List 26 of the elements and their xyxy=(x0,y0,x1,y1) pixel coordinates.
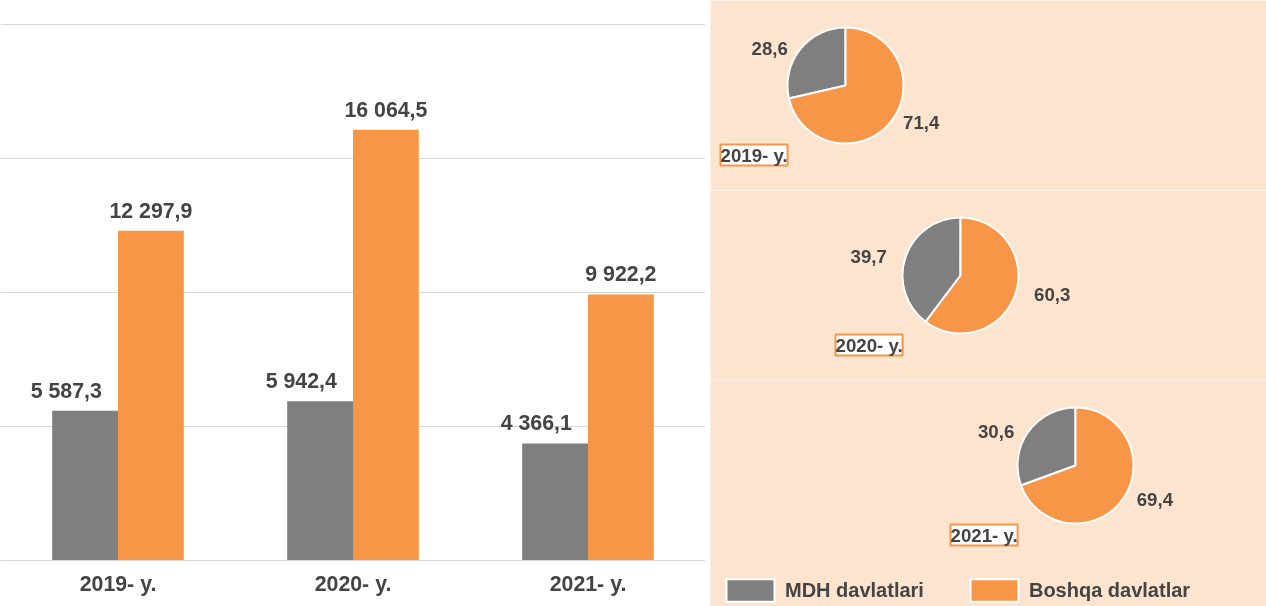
bar xyxy=(522,443,588,561)
data-label: 60,3 xyxy=(1034,283,1071,305)
bar xyxy=(118,230,184,561)
bar xyxy=(287,401,353,561)
data-label: 39,7 xyxy=(850,246,887,268)
legend-label: Boshqa davlatlar xyxy=(1028,578,1191,602)
x-tick-label: 2020- y. xyxy=(314,571,392,596)
data-label: 16 064,5 xyxy=(344,97,428,122)
text: 2019- y. xyxy=(720,144,788,166)
x-tick-label: 2021- y. xyxy=(549,571,627,596)
bar xyxy=(353,129,419,561)
data-label: 28,6 xyxy=(751,38,788,60)
data-label: 4 366,1 xyxy=(500,411,573,436)
legend-label: MDH davlatlari xyxy=(785,578,924,602)
data-label: 5 942,4 xyxy=(265,369,338,394)
text: 2020- y. xyxy=(835,334,903,356)
x-tick-label: 2019- y. xyxy=(79,571,157,596)
data-label: 69,4 xyxy=(1136,489,1174,510)
bar xyxy=(588,294,654,561)
text: 2021- y. xyxy=(950,524,1018,546)
data-label: 71,4 xyxy=(903,111,941,133)
data-label: 12 297,9 xyxy=(109,198,193,223)
data-label: 5 587,3 xyxy=(30,378,103,403)
bar xyxy=(52,410,118,561)
data-label: 30,6 xyxy=(977,421,1015,442)
data-label: 9 922,2 xyxy=(585,262,657,287)
